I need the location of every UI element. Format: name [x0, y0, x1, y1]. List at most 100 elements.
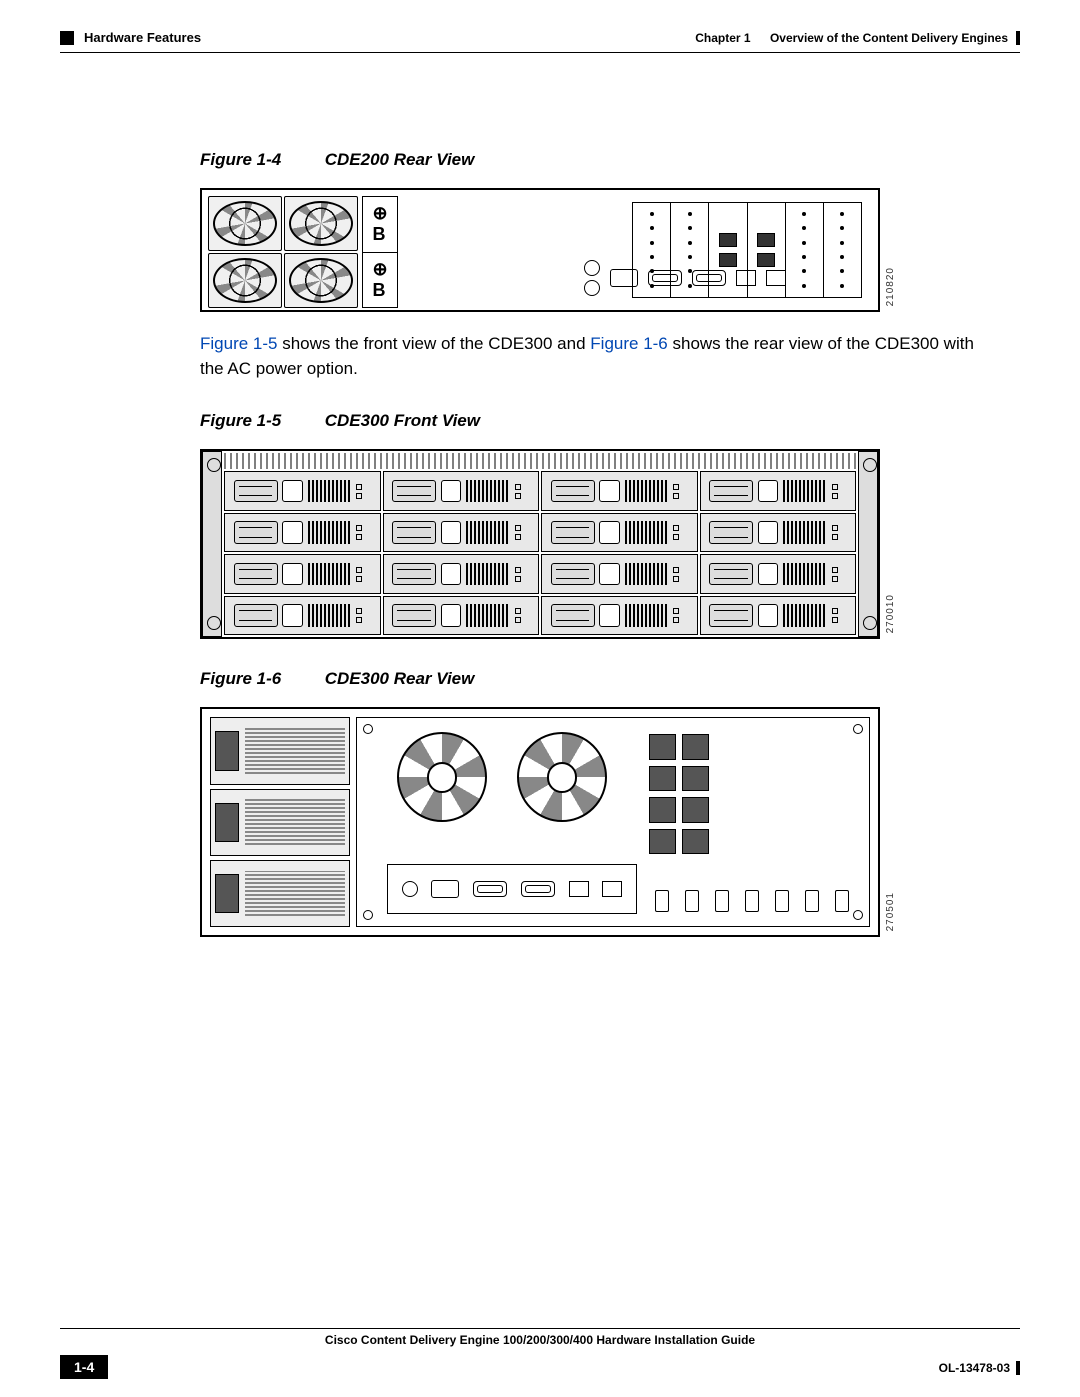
section-marker-icon [60, 31, 74, 45]
screw-icon [363, 910, 373, 920]
section-title: Hardware Features [84, 30, 201, 45]
footer-guide-title: Cisco Content Delivery Engine 100/200/30… [60, 1328, 1020, 1347]
figure-5-caption: Figure 1-5 CDE300 Front View [200, 411, 1010, 431]
body-text-1: shows the front view of the CDE300 and [277, 334, 590, 353]
figure-5-diagram: 270010 [200, 449, 880, 639]
ethernet-port-icon [649, 797, 676, 823]
power-plug-icon: ⊕B [363, 253, 397, 308]
chapter-title: Overview of the Content Delivery Engines [770, 31, 1008, 45]
fan-icon [208, 196, 282, 251]
large-fan-icon [517, 732, 607, 822]
drive-bay [700, 471, 857, 511]
figure-5-link[interactable]: Figure 1-5 [200, 334, 277, 353]
ethernet-port-icon [682, 829, 709, 855]
ethernet-port-icon [649, 734, 676, 760]
psu-module [210, 717, 350, 784]
slot-cover-icon [655, 890, 669, 912]
ethernet-port-icon [649, 766, 676, 792]
figure-4-title: CDE200 Rear View [325, 150, 475, 169]
drive-bay-grid [224, 471, 856, 635]
fan-icon [284, 196, 358, 251]
figure-6-title: CDE300 Rear View [325, 669, 475, 688]
expansion-slots [632, 202, 862, 298]
drive-bay [383, 513, 540, 553]
figure-4-caption: Figure 1-4 CDE200 Rear View [200, 150, 1010, 170]
rack-ear-icon [858, 451, 878, 637]
figure-6-number: Figure 1-6 [200, 669, 320, 689]
rj45-port-icon [569, 881, 589, 897]
large-fan-icon [397, 732, 487, 822]
psu-fan-area [208, 196, 358, 308]
ethernet-port-icon [719, 233, 737, 247]
header-right: Chapter 1 Overview of the Content Delive… [695, 31, 1020, 45]
drive-bay [700, 554, 857, 594]
figure-4-code: 210820 [885, 267, 896, 306]
doc-id-text: OL-13478-03 [939, 1361, 1010, 1375]
main-content: Figure 1-4 CDE200 Rear View ⊕B ⊕B [200, 120, 1010, 937]
psu-module [210, 860, 350, 927]
serial-port-icon [473, 881, 507, 897]
drive-bay [700, 513, 857, 553]
power-plug-icon: ⊕B [363, 197, 397, 253]
figure-6-link[interactable]: Figure 1-6 [590, 334, 667, 353]
drive-bay [541, 471, 698, 511]
figure-5-code: 270010 [885, 594, 896, 633]
screw-icon [363, 724, 373, 734]
ps2-port-icon [402, 881, 418, 897]
psu-module [210, 789, 350, 856]
figure-5-title: CDE300 Front View [325, 411, 480, 430]
vga-port-icon [521, 881, 555, 897]
slot-cover-icon [835, 890, 849, 912]
figure-4-diagram: ⊕B ⊕B 21 [200, 188, 880, 312]
chapter-label: Chapter 1 [695, 31, 750, 45]
drive-bay [224, 471, 381, 511]
slot-cover-icon [805, 890, 819, 912]
figure-5-number: Figure 1-5 [200, 411, 320, 431]
slot-cover-icon [685, 890, 699, 912]
slot-cover-icon [715, 890, 729, 912]
slot-cover-icon [745, 890, 759, 912]
header-divider [60, 52, 1020, 53]
rj45-port-icon [602, 881, 622, 897]
drive-bay [224, 596, 381, 636]
fan-icon [284, 253, 358, 308]
drive-bay [224, 554, 381, 594]
rack-ear-icon [202, 451, 222, 637]
slot-cover-icon [775, 890, 789, 912]
iec-connector-icon [215, 803, 239, 842]
io-panel [404, 196, 872, 304]
ethernet-port-icon [682, 797, 709, 823]
screw-icon [853, 724, 863, 734]
screw-icon [853, 910, 863, 920]
drive-bay [224, 513, 381, 553]
header-left: Hardware Features [60, 30, 201, 45]
psu-stack [210, 717, 350, 927]
ethernet-port-icon [757, 233, 775, 247]
figure-4-number: Figure 1-4 [200, 150, 320, 170]
page-number: 1-4 [60, 1355, 108, 1379]
document-id: OL-13478-03 [939, 1361, 1020, 1375]
drive-bay [383, 596, 540, 636]
ethernet-port-icon [682, 734, 709, 760]
fan-icon [208, 253, 282, 308]
ethernet-port-icon [649, 829, 676, 855]
drive-bay [383, 554, 540, 594]
top-vent-strip [224, 453, 856, 469]
ethernet-port-icon [757, 253, 775, 267]
page-header: Hardware Features Chapter 1 Overview of … [60, 30, 1020, 45]
iec-connector-icon [215, 731, 239, 770]
figure-6-code: 270501 [885, 892, 896, 931]
header-rule-icon [1016, 31, 1020, 45]
footer-rule-icon [1016, 1361, 1020, 1375]
drive-bay [541, 596, 698, 636]
iec-connector-icon [215, 874, 239, 913]
rear-io-box [387, 864, 637, 914]
figure-6-caption: Figure 1-6 CDE300 Rear View [200, 669, 1010, 689]
drive-bay [541, 554, 698, 594]
drive-bay [700, 596, 857, 636]
body-paragraph: Figure 1-5 shows the front view of the C… [200, 332, 980, 381]
slot-cover-row [655, 890, 849, 912]
ps2-port-icon [584, 280, 600, 296]
ethernet-port-icon [682, 766, 709, 792]
drive-bay [383, 471, 540, 511]
